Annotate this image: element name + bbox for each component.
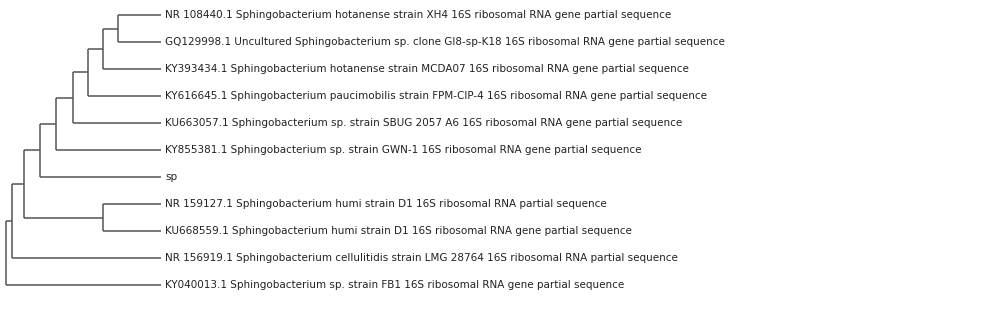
- Text: KY855381.1 Sphingobacterium sp. strain GWN-1 16S ribosomal RNA gene partial sequ: KY855381.1 Sphingobacterium sp. strain G…: [165, 145, 642, 155]
- Text: sp: sp: [165, 172, 177, 182]
- Text: KY393434.1 Sphingobacterium hotanense strain MCDA07 16S ribosomal RNA gene parti: KY393434.1 Sphingobacterium hotanense st…: [165, 64, 689, 74]
- Text: NR 108440.1 Sphingobacterium hotanense strain XH4 16S ribosomal RNA gene partial: NR 108440.1 Sphingobacterium hotanense s…: [165, 10, 671, 20]
- Text: KU668559.1 Sphingobacterium humi strain D1 16S ribosomal RNA gene partial sequen: KU668559.1 Sphingobacterium humi strain …: [165, 226, 632, 236]
- Text: NR 159127.1 Sphingobacterium humi strain D1 16S ribosomal RNA partial sequence: NR 159127.1 Sphingobacterium humi strain…: [165, 199, 607, 209]
- Text: GQ129998.1 Uncultured Sphingobacterium sp. clone GI8-sp-K18 16S ribosomal RNA ge: GQ129998.1 Uncultured Sphingobacterium s…: [165, 37, 725, 47]
- Text: KU663057.1 Sphingobacterium sp. strain SBUG 2057 A6 16S ribosomal RNA gene parti: KU663057.1 Sphingobacterium sp. strain S…: [165, 118, 682, 128]
- Text: KY040013.1 Sphingobacterium sp. strain FB1 16S ribosomal RNA gene partial sequen: KY040013.1 Sphingobacterium sp. strain F…: [165, 280, 624, 290]
- Text: KY616645.1 Sphingobacterium paucimobilis strain FPM-CIP-4 16S ribosomal RNA gene: KY616645.1 Sphingobacterium paucimobilis…: [165, 91, 707, 101]
- Text: NR 156919.1 Sphingobacterium cellulitidis strain LMG 28764 16S ribosomal RNA par: NR 156919.1 Sphingobacterium cellulitidi…: [165, 253, 678, 263]
